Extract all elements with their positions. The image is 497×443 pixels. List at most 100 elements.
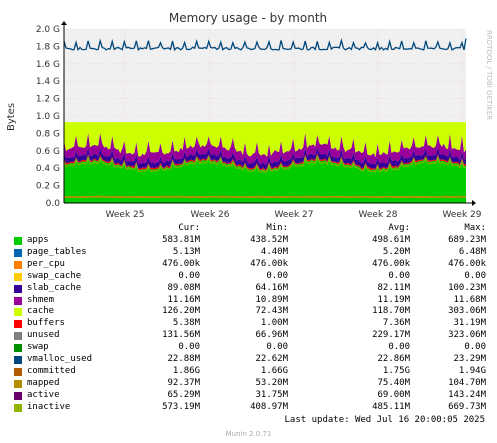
legend-name: committed: [27, 365, 76, 376]
legend-row-active: active 65.29M 31.75M 69.00M 143.24M: [14, 389, 486, 402]
legend-value-cur: 65.29M: [167, 389, 200, 400]
munin-version: Munin 2.0.71: [225, 430, 272, 438]
series-inactive: [63, 155, 467, 173]
legend-name: swap: [27, 342, 49, 353]
legend-value-min: 72.43M: [255, 306, 288, 317]
legend-row-swap-cache: swap_cache 0.00 0.00 0.00 0.00: [14, 270, 486, 283]
legend-name: inactive: [27, 401, 71, 412]
legend-name: shmem: [27, 294, 55, 305]
legend-name: mapped: [27, 377, 60, 388]
legend-value-max: 689.23M: [448, 235, 486, 245]
legend-value-avg: 1.75G: [382, 365, 410, 376]
legend-value-avg: 229.17M: [372, 330, 410, 341]
series-slab-cache: [64, 147, 466, 170]
legend-swatch: [14, 320, 22, 329]
x-tick-label: Week 25: [106, 210, 145, 220]
legend-row-swap: swap 0.00 0.00 0.00 0.00: [14, 342, 486, 354]
legend-row-cache: cache 126.20M 72.43M 118.70M 303.06M: [14, 306, 486, 318]
legend-swatch: [14, 260, 22, 269]
legend-value-max: 0.00: [464, 342, 486, 353]
y-tick-label: 1.2 G: [36, 95, 60, 105]
legend-value-avg: 0.00: [388, 270, 410, 281]
legend-value-cur: 1.86G: [172, 365, 200, 376]
legend-value-avg: 0.00: [388, 342, 410, 353]
legend-swatch: [14, 248, 22, 257]
series-cache: [64, 132, 466, 165]
y-tick-label: 0.8 G: [36, 129, 60, 139]
x-tick-label: Week 28: [359, 210, 398, 220]
legend-value-max: 31.19M: [453, 318, 486, 329]
legend-header-avg: Avg:: [388, 223, 410, 233]
legend-value-avg: 476.00k: [372, 258, 410, 269]
legend-header-min: Min:: [266, 223, 288, 233]
last-update: Last update: Wed Jul 16 20:00:05 2025: [284, 415, 485, 425]
legend-value-max: 476.00k: [448, 258, 486, 269]
x-tick-label: Week 26: [191, 210, 230, 220]
legend-value-max: 1.94G: [458, 365, 486, 376]
legend-value-avg: 5.20M: [382, 246, 410, 257]
legend-value-min: 10.89M: [255, 294, 288, 305]
legend-name: swap_cache: [27, 270, 82, 281]
legend-value-max: 303.06M: [448, 306, 486, 317]
legend-header-max: Max:: [464, 223, 486, 233]
legend-value-cur: 476.00k: [162, 258, 200, 269]
legend-row-unused: unused 131.56M 66.96M 229.17M 323.06M: [14, 330, 486, 342]
legend-swatch: [14, 237, 22, 245]
legend-swatch: [14, 332, 22, 341]
x-tick-label: Week 27: [275, 210, 314, 220]
legend-name: apps: [27, 235, 49, 245]
legend-row-shmem: shmem 11.16M 10.89M 11.19M 11.68M: [14, 294, 486, 307]
legend-value-cur: 11.16M: [167, 294, 200, 305]
legend-value-max: 6.48M: [458, 246, 486, 257]
legend-row-committed: committed 1.86G 1.66G 1.75G 1.94G: [14, 365, 486, 378]
chart-title: Memory usage - by month: [169, 11, 327, 25]
legend-value-min: 4.40M: [260, 246, 288, 257]
legend-value-avg: 75.40M: [377, 377, 410, 388]
legend-value-min: 22.62M: [255, 354, 288, 364]
legend-value-max: 23.29M: [453, 354, 486, 364]
legend-value-avg: 69.00M: [377, 389, 410, 400]
legend-name: cache: [27, 306, 55, 317]
y-axis-label: Bytes: [6, 103, 17, 131]
x-axis-arrow: [472, 200, 476, 206]
legend-value-max: 323.06M: [448, 330, 486, 341]
series-unused: [64, 122, 466, 158]
legend-row-buffers: buffers 5.38M 1.00M 7.36M 31.19M: [14, 318, 486, 330]
legend-value-cur: 5.38M: [172, 318, 200, 329]
legend-value-cur: 126.20M: [162, 306, 200, 317]
legend-name: page_tables: [27, 246, 87, 257]
legend-value-max: 100.23M: [448, 282, 486, 293]
legend-name: per_cpu: [27, 258, 65, 269]
legend-value-max: 11.68M: [453, 294, 486, 305]
legend-row-inactive: inactive 573.19M 408.97M 485.11M 669.73M: [14, 401, 486, 414]
y-tick-label: 1.4 G: [36, 77, 60, 87]
legend-value-min: 1.00M: [260, 318, 288, 329]
legend-value-min: 1.66G: [260, 365, 288, 376]
y-tick-label: 0.6 G: [36, 147, 60, 157]
legend-row-vmalloc-used: vmalloc_used 22.88M 22.62M 22.86M 23.29M: [14, 354, 486, 366]
legend-row-per-cpu: per_cpu 476.00k 476.00k 476.00k 476.00k: [14, 258, 486, 271]
legend-value-max: 0.00: [464, 270, 486, 281]
legend-value-min: 438.52M: [250, 235, 288, 245]
legend-swatch: [14, 272, 22, 281]
legend-value-cur: 89.08M: [167, 282, 200, 293]
legend-header-cur: Cur:: [178, 223, 200, 233]
legend-value-min: 0.00: [266, 342, 288, 353]
legend-swatch: [14, 403, 22, 412]
legend-swatch: [14, 344, 22, 353]
series-committed: [63, 38, 467, 52]
legend-value-max: 143.24M: [448, 389, 486, 400]
legend-row-apps: apps 583.81M 438.52M 498.61M 689.23M: [14, 235, 486, 247]
legend-header: Cur: Min: Avg: Max:: [14, 223, 486, 235]
legend-value-min: 476.00k: [250, 258, 288, 269]
legend-value-avg: 11.19M: [377, 294, 410, 305]
legend-swatch: [14, 296, 22, 305]
legend-value-cur: 0.00: [178, 270, 200, 281]
legend-value-min: 64.16M: [255, 282, 288, 293]
legend-value-cur: 92.37M: [167, 377, 200, 388]
legend-value-max: 104.70M: [448, 377, 486, 388]
legend-value-min: 0.00: [266, 270, 288, 281]
y-tick-label: 1.0 G: [36, 112, 60, 122]
legend-value-cur: 131.56M: [162, 330, 200, 341]
